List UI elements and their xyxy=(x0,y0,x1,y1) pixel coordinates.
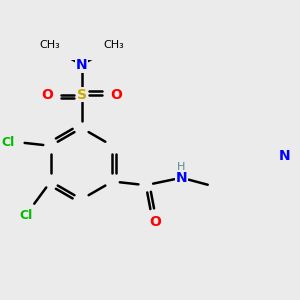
Text: N: N xyxy=(176,171,187,185)
Text: CH₃: CH₃ xyxy=(38,40,61,50)
Text: N: N xyxy=(76,58,87,72)
Text: H: H xyxy=(177,162,186,172)
Text: O: O xyxy=(41,88,53,102)
Text: CH₃: CH₃ xyxy=(39,40,60,50)
Text: Cl: Cl xyxy=(20,209,33,222)
Text: O: O xyxy=(110,88,122,102)
Text: O: O xyxy=(150,215,161,229)
Text: Cl: Cl xyxy=(2,136,15,148)
Text: S: S xyxy=(76,88,86,102)
Text: CH₃: CH₃ xyxy=(103,40,124,50)
Text: N: N xyxy=(279,149,291,163)
